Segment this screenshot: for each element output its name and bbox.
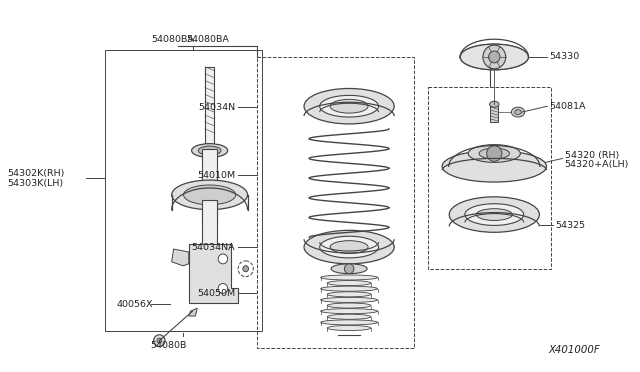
Circle shape	[488, 51, 500, 63]
Circle shape	[486, 145, 502, 161]
Circle shape	[157, 338, 162, 343]
Text: 54320+A(LH): 54320+A(LH)	[564, 160, 629, 169]
Ellipse shape	[442, 151, 547, 182]
Ellipse shape	[198, 146, 221, 155]
Text: 54325: 54325	[555, 221, 585, 230]
Circle shape	[238, 261, 253, 277]
Circle shape	[218, 283, 228, 294]
Ellipse shape	[327, 314, 371, 319]
Ellipse shape	[330, 99, 368, 113]
Bar	[105, 50, 262, 331]
Bar	[428, 87, 551, 269]
Circle shape	[243, 266, 248, 272]
Ellipse shape	[460, 44, 529, 70]
Ellipse shape	[172, 180, 248, 210]
Text: 54080B: 54080B	[150, 341, 186, 350]
Circle shape	[154, 335, 165, 347]
Ellipse shape	[321, 309, 378, 314]
Text: 54330: 54330	[549, 52, 580, 61]
Circle shape	[483, 45, 506, 69]
Circle shape	[344, 264, 354, 274]
Text: 54081A: 54081A	[549, 102, 586, 111]
Ellipse shape	[511, 107, 525, 117]
Ellipse shape	[327, 326, 371, 331]
Text: 40056X: 40056X	[116, 300, 153, 309]
Ellipse shape	[465, 204, 524, 225]
Text: 54302K(RH): 54302K(RH)	[8, 169, 65, 178]
Polygon shape	[189, 308, 197, 316]
Ellipse shape	[460, 44, 529, 70]
Ellipse shape	[490, 101, 499, 107]
Ellipse shape	[321, 286, 378, 291]
Text: 54303K(LH): 54303K(LH)	[8, 179, 63, 187]
Polygon shape	[172, 249, 189, 266]
Text: 54320 (RH): 54320 (RH)	[564, 151, 619, 160]
Ellipse shape	[327, 303, 371, 308]
Ellipse shape	[515, 110, 522, 115]
Ellipse shape	[304, 230, 394, 264]
Bar	[202, 148, 217, 222]
Ellipse shape	[449, 197, 540, 232]
Ellipse shape	[184, 185, 236, 205]
Ellipse shape	[321, 275, 378, 280]
Ellipse shape	[321, 320, 378, 325]
Text: 54080BA: 54080BA	[186, 35, 228, 44]
Polygon shape	[189, 244, 238, 303]
Ellipse shape	[327, 292, 371, 297]
Text: 54050M: 54050M	[197, 289, 236, 298]
Ellipse shape	[476, 209, 512, 221]
Text: X401000F: X401000F	[549, 346, 600, 355]
Ellipse shape	[468, 145, 520, 162]
Text: 54080BA: 54080BA	[152, 35, 195, 44]
Circle shape	[218, 254, 228, 264]
Ellipse shape	[304, 89, 394, 124]
Ellipse shape	[320, 95, 378, 117]
Text: 54034N: 54034N	[198, 103, 236, 112]
Ellipse shape	[191, 144, 228, 157]
Ellipse shape	[330, 241, 368, 253]
Ellipse shape	[479, 148, 509, 159]
Bar	[202, 200, 217, 254]
Text: 54034NA: 54034NA	[191, 243, 236, 251]
Text: 54010M: 54010M	[197, 171, 236, 180]
Ellipse shape	[321, 297, 378, 302]
Ellipse shape	[331, 264, 367, 274]
Ellipse shape	[327, 280, 371, 286]
Bar	[490, 104, 498, 122]
Bar	[205, 67, 214, 151]
Bar	[257, 57, 413, 347]
Ellipse shape	[320, 236, 378, 258]
